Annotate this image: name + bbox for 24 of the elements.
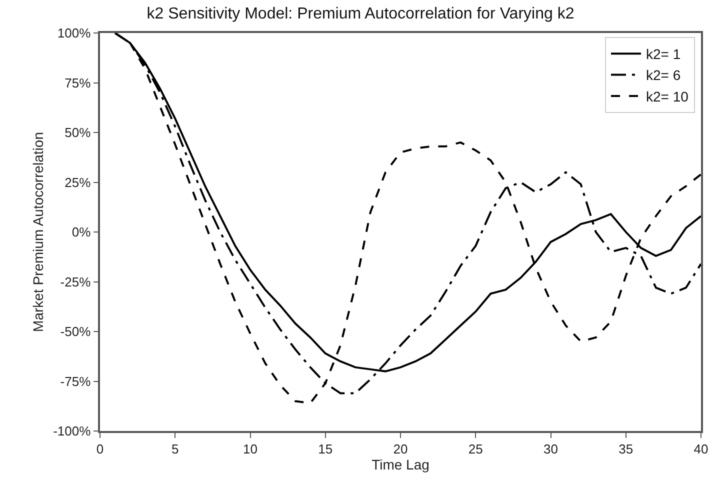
y-tick-label: 100%	[57, 26, 92, 41]
y-tick-label: 75%	[64, 75, 92, 90]
x-tick-label: 10	[243, 441, 258, 456]
x-tick-label: 25	[468, 441, 483, 456]
y-tick-label: -100%	[53, 424, 92, 439]
x-tick-label: 35	[618, 441, 634, 456]
x-tick-label: 15	[318, 441, 333, 456]
y-axis-title: Market Premium Autocorrelation	[30, 132, 46, 332]
x-tick-label: 30	[544, 441, 558, 456]
x-axis-title: Time Lag	[372, 456, 430, 472]
y-tick-label: -25%	[60, 274, 92, 290]
y-tick-label: -75%	[60, 374, 92, 389]
x-tick-label: 20	[393, 441, 408, 456]
legend-label: k2= 1	[646, 46, 681, 62]
y-tick-label: 50%	[64, 125, 92, 140]
x-tick-label: 40	[694, 441, 708, 456]
y-tick-label: -50%	[60, 324, 92, 340]
y-tick-label: 25%	[64, 174, 92, 190]
chart-title: k2 Sensitivity Model: Premium Autocorrelation for Varying k2	[146, 5, 574, 22]
legend-label: k2= 6	[646, 67, 681, 84]
y-tick-label: 0%	[72, 224, 92, 240]
legend-label: k2= 10	[646, 88, 689, 104]
x-tick-label: 5	[172, 441, 179, 456]
x-tick-label: 0	[96, 441, 104, 456]
